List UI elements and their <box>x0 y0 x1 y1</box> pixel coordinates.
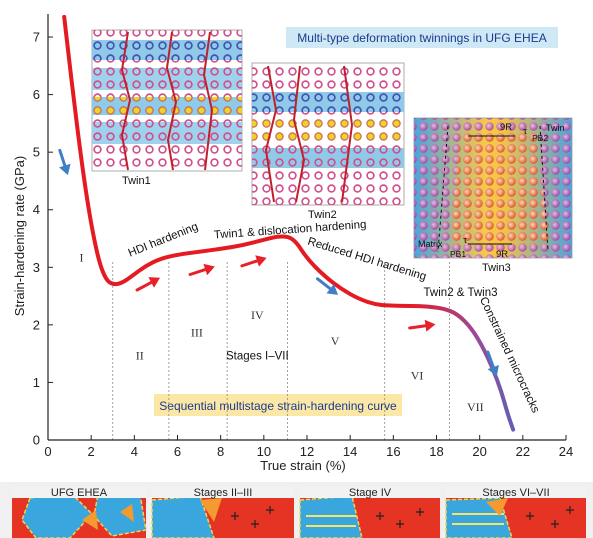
trend-arrow <box>188 263 215 277</box>
trend-arrow-shaft <box>58 148 67 169</box>
y-tick-label: 0 <box>33 433 40 448</box>
x-tick-label: 22 <box>516 444 530 459</box>
strip-panel-stages-vi-vii: Stages VI–VII <box>445 486 586 538</box>
microstructure-strip: UFG EHEA Stages II–III Stage IV <box>0 482 593 538</box>
twin3-label-matrix: Matrix <box>418 239 443 249</box>
trend-arrow <box>408 319 436 332</box>
strip-label-stage-iv: Stage IV <box>349 487 392 499</box>
strip-panel-stages-ii-iii: Stages II–III <box>151 486 294 538</box>
trend-arrow-head <box>424 319 436 332</box>
x-tick-label: 24 <box>559 444 573 459</box>
stage-label: Stages I–VII <box>226 350 289 362</box>
inset-twin3-caption: Twin3 <box>482 262 511 274</box>
trend-arrow-shaft <box>316 277 334 292</box>
bottom-title: Sequential multistage strain-hardening c… <box>159 399 397 413</box>
strip-label-ufg-ehea: UFG EHEA <box>51 487 108 499</box>
trend-arrow-head <box>148 277 161 288</box>
y-tick-label: 1 <box>33 375 40 390</box>
x-tick-label: 12 <box>300 444 314 459</box>
x-tick-label: 4 <box>131 444 138 459</box>
stage-label: V <box>331 334 340 348</box>
trend-arrow-shaft <box>135 280 155 292</box>
trend-arrow-head <box>203 263 215 276</box>
stage-label: VII <box>467 400 484 414</box>
stage-label: VI <box>411 369 424 383</box>
stage-dividers <box>112 261 450 440</box>
arrows <box>58 148 499 377</box>
trend-arrow-shaft <box>408 323 430 330</box>
trend-arrow-head <box>326 283 339 295</box>
x-tick-label: 2 <box>88 444 95 459</box>
stage-label: III <box>191 325 203 339</box>
twin3-label-pb1: PB1 <box>450 249 466 259</box>
y-tick-label: 2 <box>33 317 40 332</box>
x-axis-label: True strain (%) <box>260 458 345 473</box>
inset-twin3: 9R τ PB2 Twin Matrix τ PB1 9R Twin3 <box>413 117 573 274</box>
top-title-box: Multi-type deformation twinnings in UFG … <box>286 27 558 48</box>
twin3-label-pb2: PB2 <box>532 133 548 143</box>
trend-arrow <box>135 277 161 292</box>
x-tick-label: 16 <box>386 444 400 459</box>
x-tick-label: 8 <box>217 444 224 459</box>
strip-panel-stage-iv: Stage IV <box>299 486 440 538</box>
trend-arrow <box>58 148 71 176</box>
strain-hardening-curve <box>62 14 516 432</box>
twin3-label-twin: Twin <box>546 123 565 133</box>
top-title: Multi-type deformation twinnings in UFG … <box>297 31 546 45</box>
y-tick-label: 3 <box>33 260 40 275</box>
trend-arrow <box>316 277 339 295</box>
twin3-label-9r-bottom: 9R <box>496 249 508 260</box>
inset-twin2-caption: Twin2 <box>308 209 337 221</box>
series <box>62 14 516 432</box>
trend-arrow-shaft <box>486 350 496 371</box>
strip-label-stages-vi-vii: Stages VI–VII <box>482 487 549 499</box>
x-tick-label: 10 <box>257 444 271 459</box>
x-tick-label: 20 <box>472 444 486 459</box>
twin3-label-tau-top: τ <box>523 125 528 137</box>
trend-arrow-head <box>487 364 499 377</box>
x-tick-label: 0 <box>44 444 51 459</box>
x-tick-label: 18 <box>429 444 443 459</box>
x-tick-label: 6 <box>174 444 181 459</box>
y-tick-label: 6 <box>33 87 40 102</box>
inset-twin2: Twin2 <box>251 62 405 221</box>
y-tick-label: 5 <box>33 145 40 160</box>
strip-label-stages-ii-iii: Stages II–III <box>194 487 253 499</box>
trend-arrow-shaft <box>240 258 261 268</box>
twin3-label-9r-top: 9R <box>500 122 512 133</box>
trend-arrow-shaft <box>188 267 209 277</box>
curve-annotation: Twin2 & Twin3 <box>424 287 498 299</box>
stage-label: I <box>79 251 83 265</box>
inset-twin1-caption: Twin1 <box>122 175 151 187</box>
y-tick-label: 7 <box>33 30 40 45</box>
bottom-title-box: Sequential multistage strain-hardening c… <box>154 394 402 416</box>
stage-label: II <box>136 348 144 362</box>
trend-arrow-head <box>59 163 71 176</box>
inset-twin1: Twin1 <box>91 29 243 187</box>
strip-panel-ufg-ehea: UFG EHEA <box>12 486 147 538</box>
trend-arrow <box>486 350 499 377</box>
twin3-label-tau-bottom: τ <box>463 234 468 246</box>
x-tick-label: 14 <box>343 444 357 459</box>
trend-arrow <box>240 255 267 268</box>
y-axis-label: Strain-hardening rate (GPa) <box>12 156 27 316</box>
y-tick-label: 4 <box>33 202 40 217</box>
stage-label: IV <box>251 308 264 322</box>
trend-arrow-head <box>255 255 267 267</box>
